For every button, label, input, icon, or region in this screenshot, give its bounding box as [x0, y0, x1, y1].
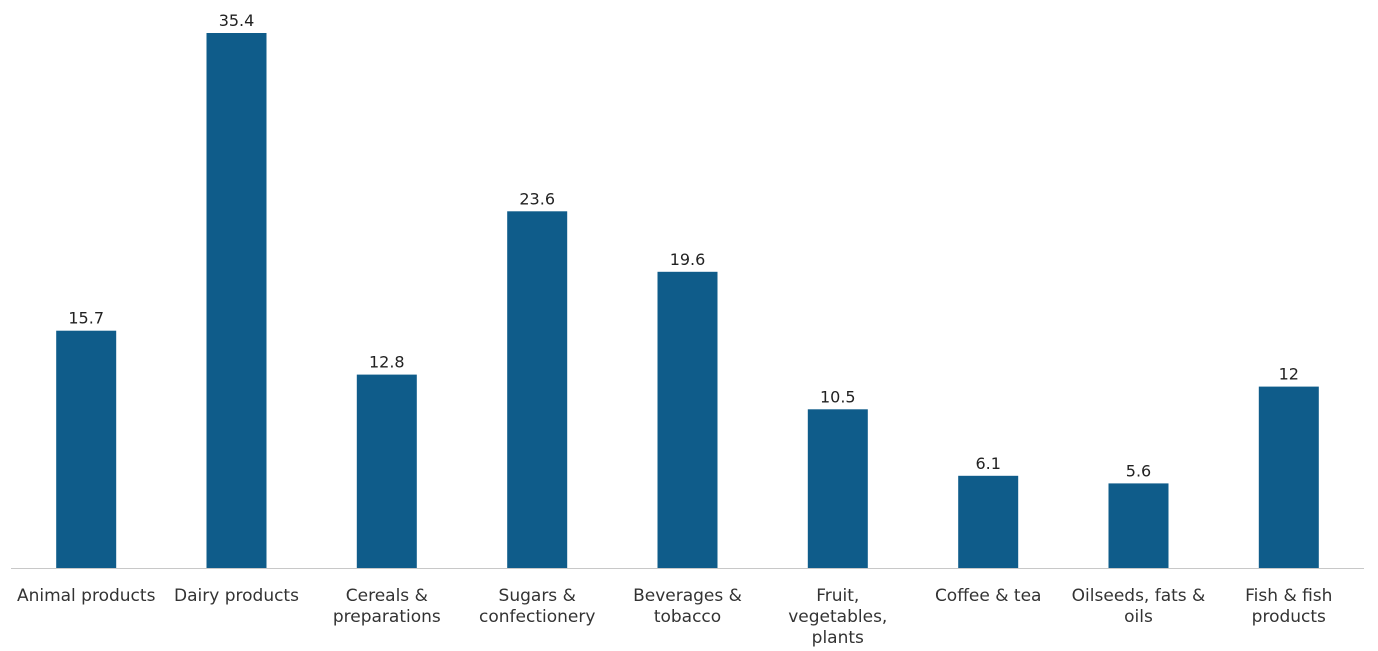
category-label-6: Coffee & tea	[935, 586, 1042, 606]
category-label-line: Fruit,	[816, 586, 859, 606]
category-label-1: Dairy products	[174, 586, 299, 606]
category-label-line: tobacco	[654, 607, 721, 627]
category-label-line: Oilseeds, fats &	[1072, 586, 1206, 606]
bar-1	[206, 33, 267, 568]
value-label-7: 5.6	[1126, 461, 1151, 480]
value-label-6: 6.1	[975, 454, 1000, 473]
category-label-line: products	[1252, 607, 1326, 627]
value-label-1: 35.4	[219, 11, 255, 30]
category-labels-group: Animal products Dairy products Cereals & pr…	[17, 586, 1332, 648]
value-label-8: 12	[1279, 365, 1299, 384]
value-label-3: 23.6	[519, 189, 555, 208]
category-label-line: confectionery	[479, 607, 595, 627]
category-label-line: oils	[1124, 607, 1153, 627]
category-label-8: Fish & fish products	[1245, 586, 1332, 627]
category-label-line: vegetables,	[788, 607, 887, 627]
category-label-line: Coffee & tea	[935, 586, 1042, 606]
category-label-2: Cereals & preparations	[333, 586, 441, 627]
category-label-line: Beverages &	[633, 586, 742, 606]
bar-4	[657, 271, 718, 568]
category-label-line: Sugars &	[499, 586, 576, 606]
category-label-line: plants	[812, 628, 864, 648]
category-label-7: Oilseeds, fats & oils	[1072, 586, 1206, 627]
category-label-line: Fish & fish	[1245, 586, 1332, 606]
bar-3	[507, 211, 568, 569]
category-label-line: preparations	[333, 607, 441, 627]
category-label-line: Animal products	[17, 586, 156, 606]
bars-group	[56, 33, 1319, 569]
category-label-5: Fruit, vegetables, plants	[788, 586, 887, 648]
bar-2	[356, 374, 417, 568]
value-label-2: 12.8	[369, 353, 405, 372]
category-label-3: Sugars & confectionery	[479, 586, 595, 627]
bar-6	[958, 475, 1019, 568]
category-label-line: Cereals &	[346, 586, 428, 606]
value-label-5: 10.5	[820, 387, 856, 406]
category-label-4: Beverages & tobacco	[633, 586, 742, 627]
value-labels-group: 15.7 35.4 12.8 23.6 19.6 10.5 6.1 5.6 12	[68, 11, 1299, 480]
bar-7	[1108, 483, 1169, 568]
category-label-line: Dairy products	[174, 586, 299, 606]
bar-8	[1258, 386, 1319, 568]
value-label-4: 19.6	[670, 250, 706, 269]
value-label-0: 15.7	[68, 309, 104, 328]
bar-5	[807, 409, 868, 568]
bar-0	[56, 330, 117, 568]
category-label-0: Animal products	[17, 586, 156, 606]
